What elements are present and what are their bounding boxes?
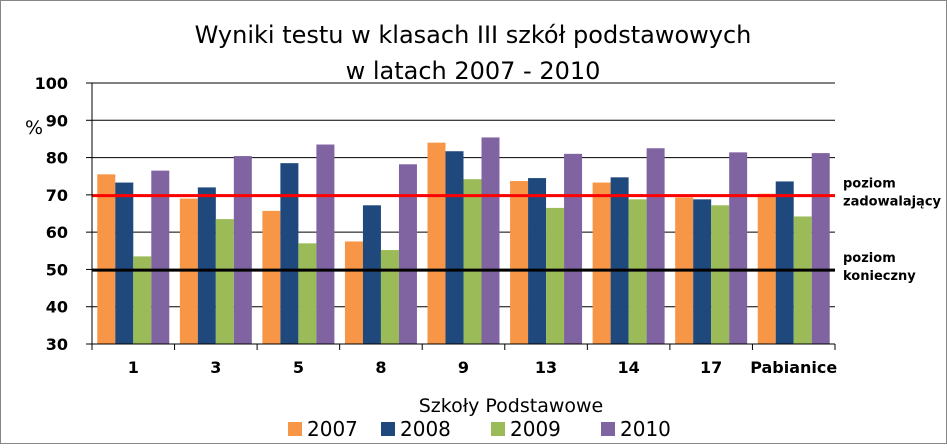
bar-5-2010 (316, 144, 335, 344)
y-tick-labels: 30 40 50 60 70 80 90 100 (35, 74, 68, 354)
bar-Pabianice-2008 (775, 181, 794, 344)
bars-group (97, 137, 830, 344)
x-axis-label: Szkoły Podstawowe (419, 395, 604, 417)
legend-swatch-2009 (491, 422, 505, 436)
x-category-label-3: 3 (210, 358, 221, 377)
bar-1-2009 (133, 256, 152, 344)
reference-label-0-line2: zadowalający (843, 195, 942, 210)
reference-label-0-line1: poziom (843, 177, 896, 192)
bar-5-2008 (280, 163, 299, 344)
legend-label-2008: 2008 (400, 417, 451, 441)
y-tick-label-100: 100 (35, 74, 68, 93)
bar-14-2010 (646, 148, 665, 344)
bar-Pabianice-2010 (811, 153, 830, 344)
bar-9-2008 (445, 151, 464, 344)
reference-lines: poziom zadowalający poziom konieczny (92, 177, 942, 284)
bar-1-2007 (97, 174, 116, 344)
bar-5-2009 (298, 243, 317, 344)
bar-17-2010 (729, 152, 748, 344)
y-axis-label: % (25, 117, 43, 139)
x-category-label-5: 5 (293, 358, 304, 377)
reference-label-1-line2: konieczny (843, 269, 916, 284)
bar-8-2007 (344, 241, 363, 344)
legend-swatch-2010 (601, 422, 615, 436)
bar-3-2010 (233, 156, 252, 344)
bar-8-2010 (398, 164, 417, 344)
x-category-label-1: 1 (128, 358, 139, 377)
bar-14-2007 (592, 182, 611, 344)
x-category-label-14: 14 (617, 358, 639, 377)
x-category-label-13: 13 (535, 358, 557, 377)
legend-swatch-2007 (288, 422, 302, 436)
y-tick-label-60: 60 (46, 223, 68, 242)
bar-3-2009 (215, 219, 234, 344)
y-tick-label-40: 40 (46, 298, 68, 317)
bar-Pabianice-2009 (793, 216, 812, 344)
bar-9-2007 (427, 142, 446, 344)
legend-swatch-2008 (381, 422, 395, 436)
bar-14-2008 (610, 177, 629, 344)
bar-13-2007 (510, 181, 529, 344)
y-tick-label-50: 50 (46, 260, 68, 279)
x-category-label-8: 8 (375, 358, 386, 377)
y-tick-label-90: 90 (46, 111, 68, 130)
x-category-label-9: 9 (458, 358, 469, 377)
bar-1-2010 (151, 170, 170, 344)
chart-title-line1: Wyniki testu w klasach III szkół podstaw… (195, 21, 752, 49)
bar-17-2009 (711, 205, 730, 344)
legend: 2007 2008 2009 2010 (288, 417, 671, 441)
bar-13-2009 (546, 207, 565, 344)
legend-label-2009: 2009 (510, 417, 561, 441)
axes (86, 82, 836, 350)
x-category-label-17: 17 (700, 358, 722, 377)
bar-1-2008 (115, 182, 134, 344)
legend-label-2007: 2007 (307, 417, 358, 441)
y-tick-label-80: 80 (46, 149, 68, 168)
bar-8-2009 (380, 250, 399, 344)
bar-5-2007 (262, 210, 281, 344)
bar-9-2010 (481, 137, 500, 344)
bar-13-2010 (564, 153, 583, 344)
chart-title-line2: w latach 2007 - 2010 (346, 57, 601, 85)
bar-8-2008 (362, 205, 381, 344)
legend-label-2010: 2010 (620, 417, 671, 441)
bar-13-2008 (528, 178, 547, 344)
y-tick-label-30: 30 (46, 335, 68, 354)
y-tick-label-70: 70 (46, 186, 68, 205)
bar-3-2008 (197, 187, 216, 344)
x-category-label-Pabianice: Pabianice (750, 358, 837, 377)
x-category-labels: 1 3 5 8 9 13 14 17 Pabianice (128, 358, 838, 377)
reference-label-1-line1: poziom (843, 251, 896, 266)
bar-9-2009 (463, 179, 482, 344)
